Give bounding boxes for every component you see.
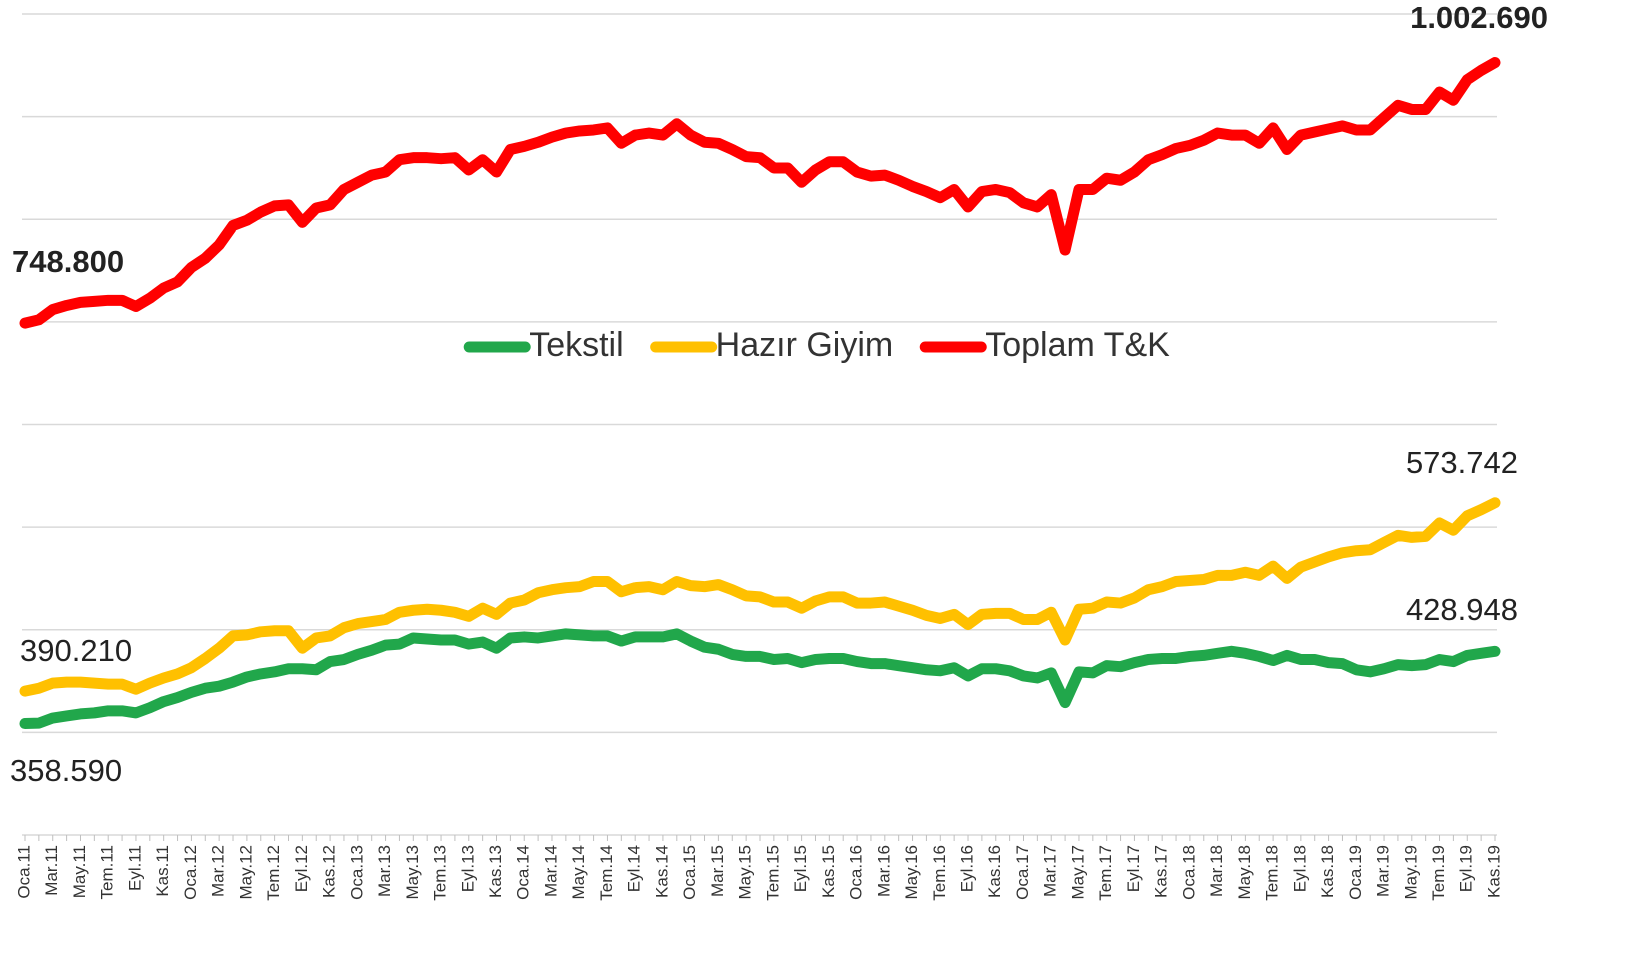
x-tick-label: Eyl.12 [292,845,311,892]
x-tick-label: Kas.15 [819,845,838,898]
x-tick-label: Kas.18 [1318,845,1337,898]
x-tick-label: May.14 [569,845,588,900]
x-tick-label: Oca.13 [347,845,366,900]
x-tick-label: Mar.14 [541,845,560,897]
x-tick-label: May.15 [736,845,755,900]
data-label: 1.002.690 [1410,0,1548,35]
x-tick-label: Oca.15 [680,845,699,900]
x-tick-label: Oca.19 [1346,845,1365,900]
x-tick-label: Tem.15 [763,845,782,901]
x-tick-label: Mar.13 [375,845,394,897]
legend-label: Hazır Giyim [716,326,894,364]
x-tick-label: Kas.11 [153,845,172,897]
x-tick-label: Eyl.16 [958,845,977,892]
data-label: 390.210 [20,633,132,668]
x-tick-label: Tem.13 [431,845,450,901]
x-tick-label: Tem.18 [1263,845,1282,901]
x-tick-label: May.17 [1068,845,1087,900]
x-tick-label: Kas.12 [320,845,339,898]
x-tick-label: Tem.11 [98,845,117,900]
x-tick-label: Eyl.13 [458,845,477,892]
series-line [19,628,1501,730]
x-tick-label: Kas.13 [486,845,505,898]
x-tick-label: Tem.14 [597,845,616,901]
x-tick-label: May.18 [1235,845,1254,900]
legend-label: Tekstil [529,326,623,364]
x-tick-label: Mar.12 [209,845,228,897]
x-tick-label: Tem.12 [264,845,283,901]
series-line [19,57,1501,329]
x-tick-label: Oca.14 [514,845,533,900]
x-tick-label: Oca.12 [181,845,200,900]
x-tick-label: Kas.17 [1152,845,1171,898]
x-tick-label: Tem.16 [930,845,949,901]
x-tick-label: May.11 [70,845,89,898]
x-tick-label: May.13 [403,845,422,900]
x-tick-label: Mar.11 [42,845,61,896]
x-tick-label: Mar.15 [708,845,727,897]
x-tick-label: Mar.17 [1041,845,1060,897]
x-tick-label: Eyl.18 [1290,845,1309,892]
x-tick-label: Kas.16 [985,845,1004,898]
x-tick-label: Mar.16 [874,845,893,897]
legend-label: Toplam T&K [985,326,1170,364]
x-tick-label: May.16 [902,845,921,900]
x-tick-label: May.19 [1401,845,1420,900]
x-tick-label: May.12 [236,845,255,900]
x-tick-label: Tem.17 [1096,845,1115,901]
x-tick-label: Eyl.11 [125,845,144,891]
series-line [19,497,1501,697]
x-tick-label: Eyl.15 [791,845,810,892]
x-tick-label: Kas.14 [652,845,671,898]
x-tick-label: Eyl.19 [1457,845,1476,892]
data-label: 428.948 [1406,592,1518,627]
data-label: 358.590 [10,753,122,788]
data-label: 573.742 [1406,445,1518,480]
x-tick-label: Mar.19 [1374,845,1393,897]
x-tick-label: Tem.19 [1429,845,1448,901]
data-label: 748.800 [12,244,124,279]
x-tick-label: Eyl.14 [625,845,644,892]
x-tick-label: Oca.17 [1013,845,1032,900]
x-tick-label: Mar.18 [1207,845,1226,897]
x-tick-label: Oca.11 [14,845,33,899]
x-tick-label: Oca.16 [847,845,866,900]
x-tick-label: Eyl.17 [1124,845,1143,892]
x-tick-label: Kas.19 [1484,845,1503,898]
x-tick-label: Oca.18 [1179,845,1198,900]
